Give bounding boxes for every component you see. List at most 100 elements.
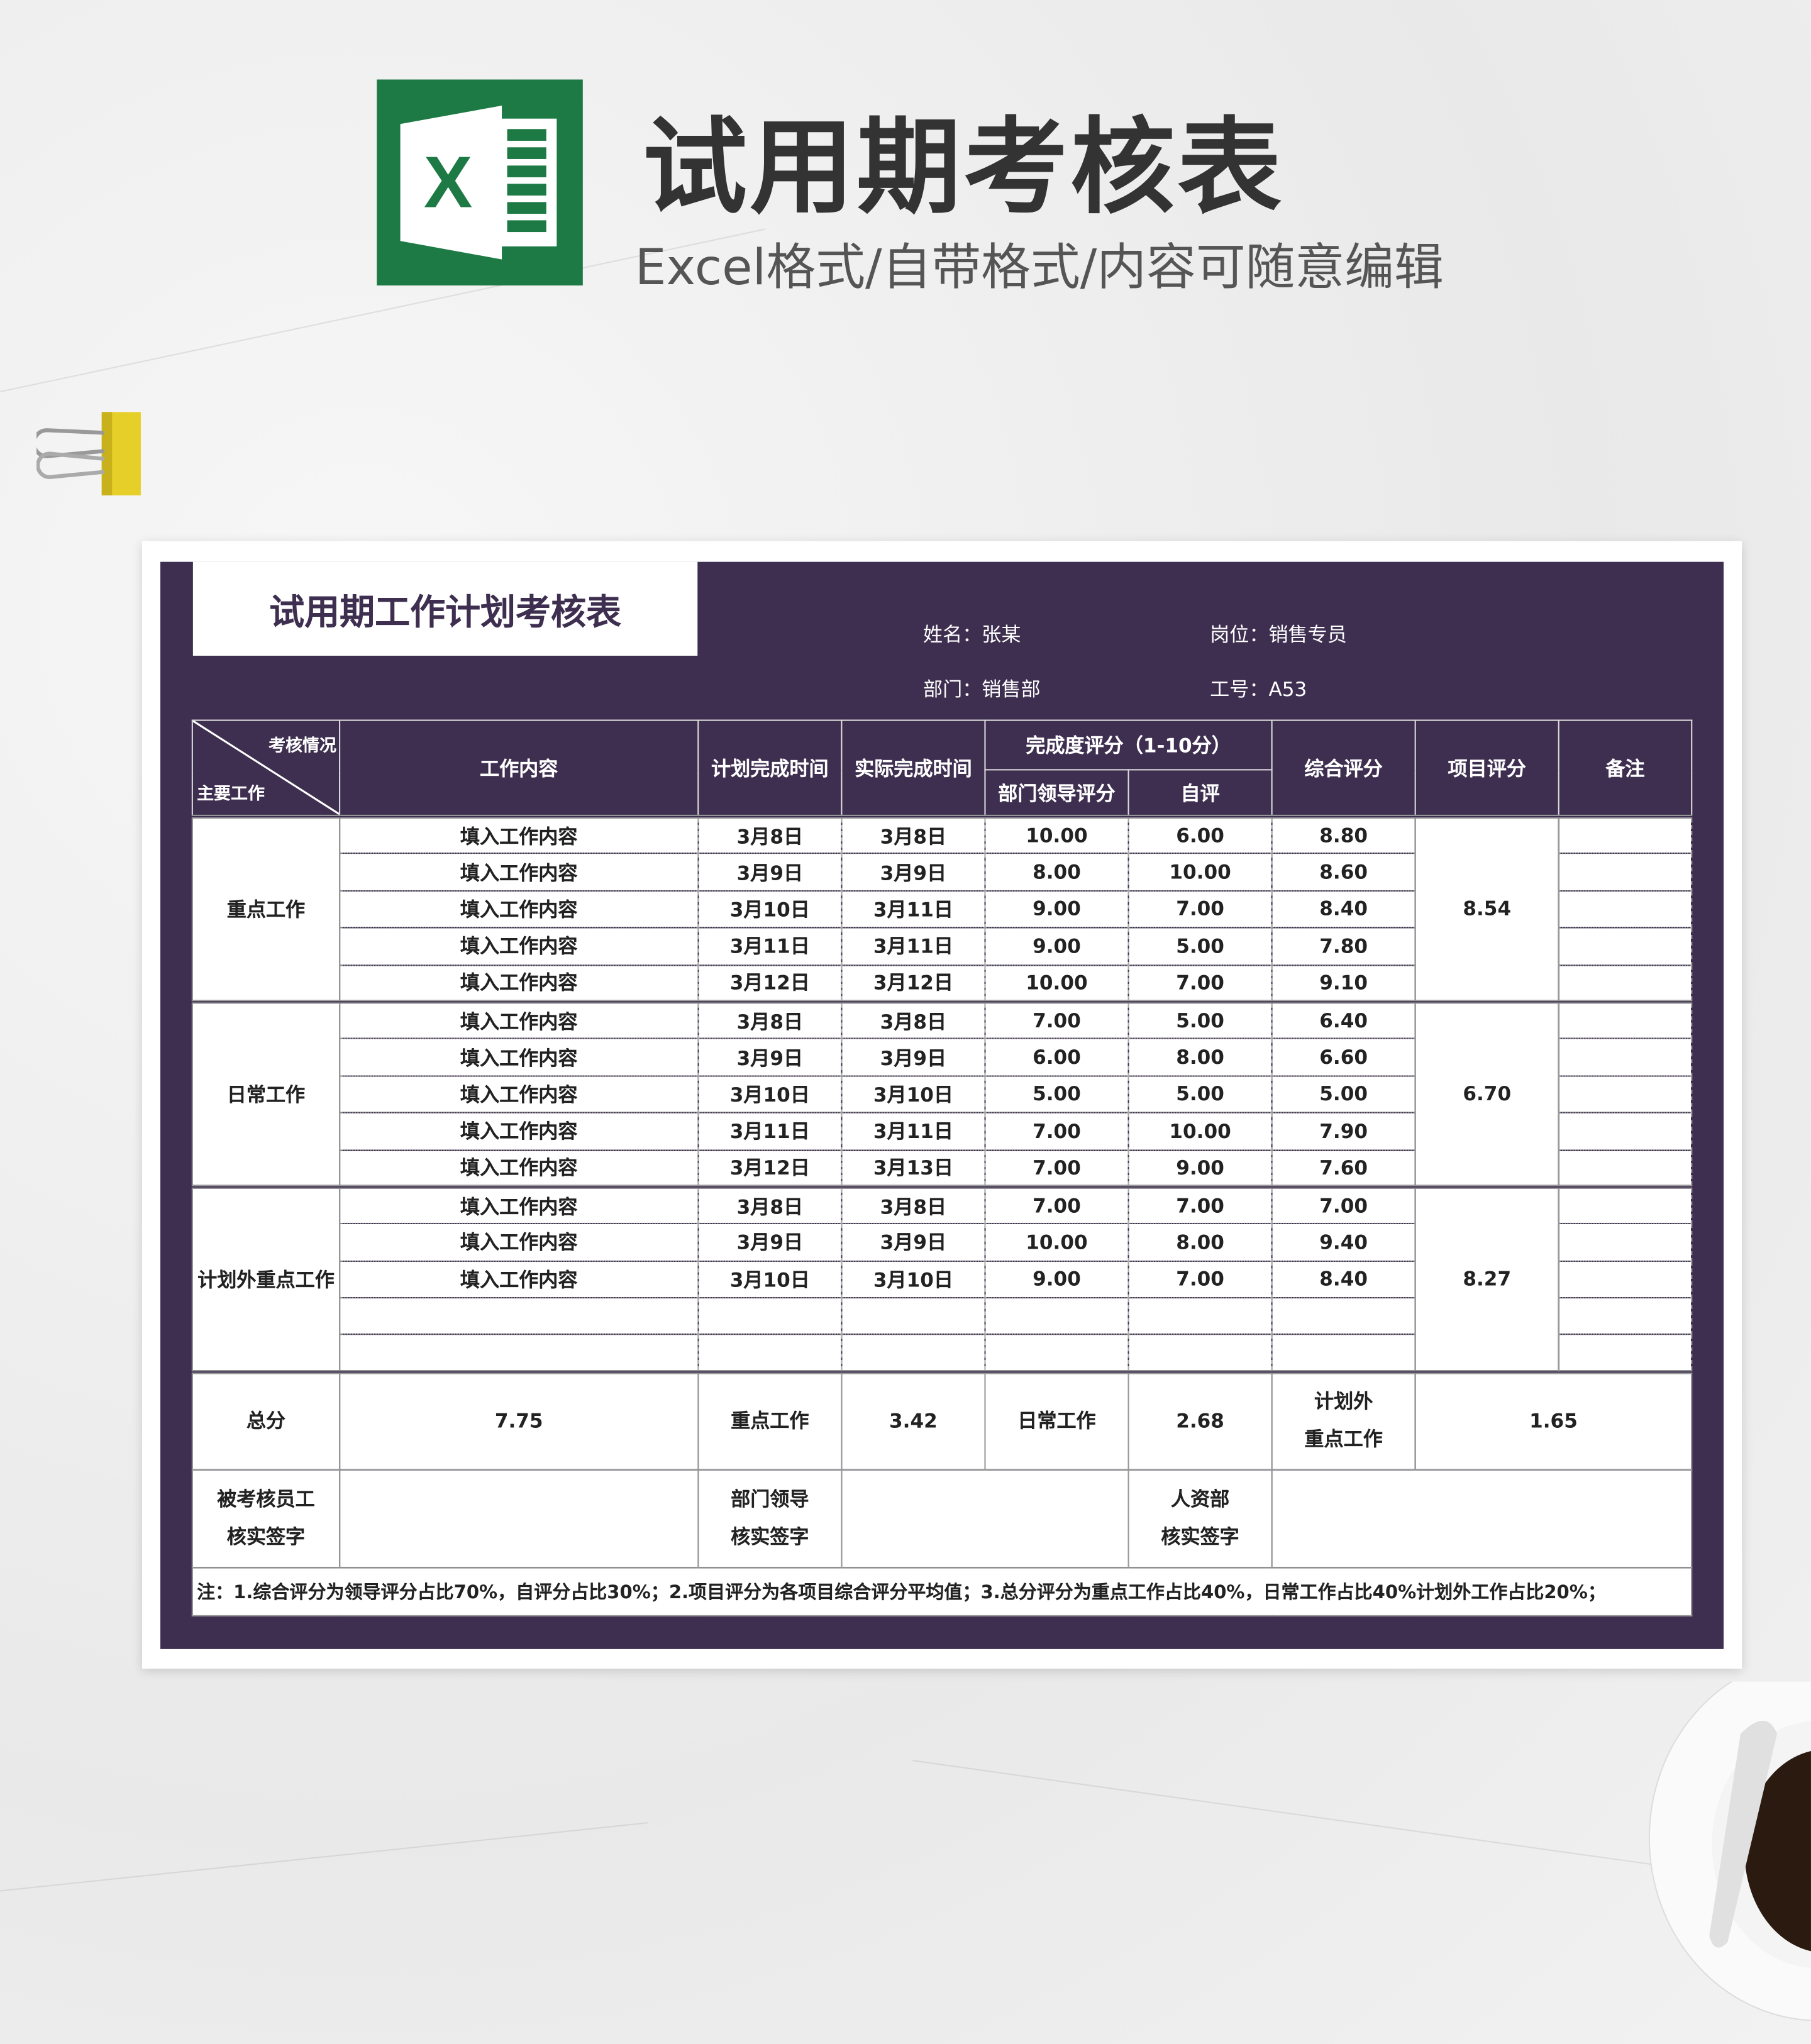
cell-leader-score[interactable]: 7.00 [984,1185,1129,1225]
cell-content[interactable] [339,1298,699,1336]
extra-work-value[interactable]: 1.65 [1414,1369,1693,1471]
cell-overall[interactable]: 7.00 [1271,1185,1416,1225]
cell-content[interactable]: 填入工作内容 [339,814,699,854]
cell-overall[interactable]: 8.40 [1271,890,1416,929]
cell-leader-score[interactable]: 7.00 [984,1149,1129,1188]
cell-overall[interactable]: 9.40 [1271,1224,1416,1262]
cell-actual-time[interactable]: 3月8日 [841,1185,986,1225]
cell-plan-time[interactable]: 3月9日 [697,853,843,892]
cell-overall[interactable]: 8.40 [1271,1261,1416,1299]
cell-overall[interactable] [1271,1298,1416,1336]
cell-plan-time[interactable]: 3月8日 [697,1185,843,1225]
cell-actual-time[interactable]: 3月9日 [841,853,986,892]
cell-content[interactable]: 填入工作内容 [339,1112,699,1151]
cell-actual-time[interactable]: 3月10日 [841,1261,986,1299]
cell-overall[interactable]: 7.60 [1271,1149,1416,1188]
cell-overall[interactable]: 6.60 [1271,1039,1416,1077]
cell-leader-score[interactable]: 9.00 [984,927,1129,966]
cell-content[interactable]: 填入工作内容 [339,964,699,1003]
leader-sign-field[interactable] [841,1469,1129,1569]
cell-self-score[interactable] [1127,1335,1273,1373]
cell-actual-time[interactable]: 3月11日 [841,1112,986,1151]
cell-self-score[interactable]: 5.00 [1127,1076,1273,1113]
cell-content[interactable]: 填入工作内容 [339,1149,699,1188]
cell-self-score[interactable] [1127,1298,1273,1336]
cell-remark[interactable] [1558,1112,1693,1151]
cell-self-score[interactable]: 7.00 [1127,964,1273,1003]
daily-work-value[interactable]: 2.68 [1127,1369,1273,1471]
cell-remark[interactable] [1558,1335,1693,1373]
cell-actual-time[interactable]: 3月11日 [841,927,986,966]
cell-plan-time[interactable]: 3月11日 [697,927,843,966]
cell-remark[interactable] [1558,964,1693,1003]
cell-self-score[interactable]: 5.00 [1127,1000,1273,1040]
dept-value[interactable]: 销售部 [982,678,1041,702]
cell-actual-time[interactable]: 3月11日 [841,890,986,929]
cell-content[interactable]: 填入工作内容 [339,1224,699,1262]
cell-content[interactable]: 填入工作内容 [339,1076,699,1113]
cell-plan-time[interactable]: 3月8日 [697,814,843,854]
cell-remark[interactable] [1558,890,1693,929]
cell-leader-score[interactable]: 9.00 [984,1261,1129,1299]
cell-actual-time[interactable]: 3月12日 [841,964,986,1003]
cell-plan-time[interactable]: 3月10日 [697,1261,843,1299]
cell-plan-time[interactable]: 3月10日 [697,890,843,929]
cell-overall[interactable]: 8.80 [1271,814,1416,854]
project-score[interactable]: 8.27 [1414,1185,1559,1373]
cell-remark[interactable] [1558,1185,1693,1225]
cell-self-score[interactable]: 7.00 [1127,1185,1273,1225]
employee-sign-field[interactable] [339,1469,699,1569]
cell-remark[interactable] [1558,814,1693,854]
cell-self-score[interactable]: 5.00 [1127,927,1273,966]
cell-content[interactable]: 填入工作内容 [339,890,699,929]
cell-leader-score[interactable] [984,1298,1129,1336]
cell-leader-score[interactable]: 6.00 [984,1039,1129,1077]
cell-overall[interactable]: 8.60 [1271,853,1416,892]
cell-overall[interactable]: 7.80 [1271,927,1416,966]
cell-actual-time[interactable] [841,1335,986,1373]
cell-remark[interactable] [1558,927,1693,966]
post-value[interactable]: 销售专员 [1268,623,1347,647]
key-work-value[interactable]: 3.42 [841,1369,986,1471]
cell-actual-time[interactable]: 3月13日 [841,1149,986,1188]
cell-content[interactable]: 填入工作内容 [339,1261,699,1299]
cell-self-score[interactable]: 8.00 [1127,1039,1273,1077]
cell-overall[interactable]: 6.40 [1271,1000,1416,1040]
cell-plan-time[interactable]: 3月10日 [697,1076,843,1113]
cell-self-score[interactable]: 9.00 [1127,1149,1273,1188]
cell-overall[interactable]: 9.10 [1271,964,1416,1003]
cell-content[interactable]: 填入工作内容 [339,1000,699,1040]
cell-self-score[interactable]: 6.00 [1127,814,1273,854]
cell-remark[interactable] [1558,1039,1693,1077]
project-score[interactable]: 6.70 [1414,1000,1559,1188]
cell-actual-time[interactable]: 3月9日 [841,1224,986,1262]
cell-actual-time[interactable] [841,1298,986,1336]
cell-leader-score[interactable]: 7.00 [984,1112,1129,1151]
cell-remark[interactable] [1558,1224,1693,1262]
cell-actual-time[interactable]: 3月8日 [841,814,986,854]
cell-overall[interactable]: 5.00 [1271,1076,1416,1113]
cell-leader-score[interactable]: 7.00 [984,1000,1129,1040]
cell-remark[interactable] [1558,1149,1693,1188]
cell-content[interactable]: 填入工作内容 [339,1039,699,1077]
id-value[interactable]: A53 [1268,678,1307,702]
cell-plan-time[interactable]: 3月9日 [697,1224,843,1262]
cell-overall[interactable] [1271,1335,1416,1373]
cell-actual-time[interactable]: 3月9日 [841,1039,986,1077]
cell-plan-time[interactable]: 3月8日 [697,1000,843,1040]
cell-plan-time[interactable]: 3月11日 [697,1112,843,1151]
cell-remark[interactable] [1558,853,1693,892]
project-score[interactable]: 8.54 [1414,814,1559,1003]
cell-overall[interactable]: 7.90 [1271,1112,1416,1151]
cell-self-score[interactable]: 10.00 [1127,1112,1273,1151]
cell-remark[interactable] [1558,1261,1693,1299]
cell-leader-score[interactable]: 10.00 [984,964,1129,1003]
cell-self-score[interactable]: 10.00 [1127,853,1273,892]
cell-content[interactable]: 填入工作内容 [339,927,699,966]
cell-plan-time[interactable]: 3月12日 [697,964,843,1003]
cell-leader-score[interactable]: 8.00 [984,853,1129,892]
cell-content[interactable]: 填入工作内容 [339,853,699,892]
cell-remark[interactable] [1558,1298,1693,1336]
cell-leader-score[interactable]: 10.00 [984,814,1129,854]
cell-actual-time[interactable]: 3月10日 [841,1076,986,1113]
